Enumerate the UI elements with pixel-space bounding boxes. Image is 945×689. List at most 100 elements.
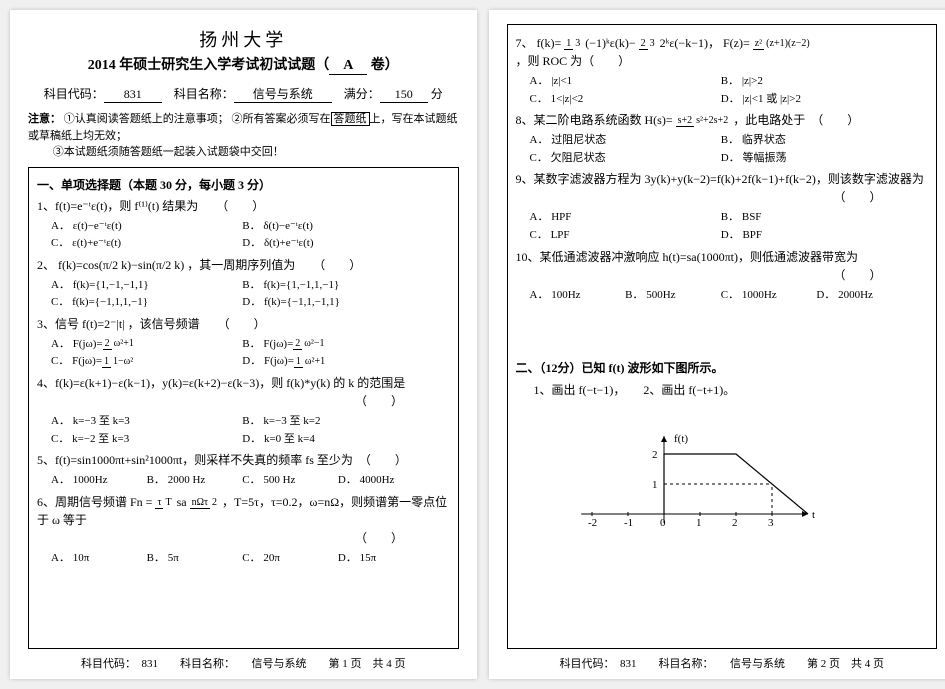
score-label: 满分： <box>344 87 380 101</box>
q3d-l: D． F(jω)= <box>242 355 294 367</box>
q7-f3d: (z+1)(z−2) <box>764 38 811 49</box>
q7-f3n: z² <box>753 38 764 50</box>
q7-f1d: 3 <box>573 38 582 49</box>
q3-text: 3、信号 f(t)=2⁻|t| ，该信号频谱 <box>37 317 200 331</box>
q6: 6、周期信号频谱 Fn = τT sa nΩτ2 ，T=5τ，τ=0.2，ω=n… <box>37 493 450 547</box>
q9-b: B． BSF <box>721 209 912 227</box>
q3-b: B． F(jω)=2ω²−1 <box>242 336 433 354</box>
code-label: 科目代码： <box>44 87 104 101</box>
q6-frac2-n: nΩτ <box>190 497 210 509</box>
footer-1: 科目代码： 831 科目名称： 信号与系统 第 1 页 共 4 页 <box>28 649 459 671</box>
graph-container: 12-2-10123f(t)t <box>576 404 929 548</box>
q7-p4: ，则 ROC 为（ ） <box>516 54 631 68</box>
q10-b: B． 500Hz <box>625 287 721 305</box>
q3-c: C． F(jω)=11−ω² <box>51 353 242 371</box>
exam-title-suffix: 卷） <box>367 58 399 73</box>
svg-text:f(t): f(t) <box>674 433 688 445</box>
q7-c: C． 1<|z|<2 <box>530 91 721 109</box>
q7-d: D． |z|<1 或 |z|>2 <box>721 91 912 109</box>
q10-text: 10、某低通滤波器冲激响应 h(t)=sa(1000πt)，则低通滤波器带宽为 <box>516 250 858 264</box>
page-1: 扬州大学 2014 年硕士研究生入学考试初试试题（A 卷） 科目代码：831 科… <box>10 10 477 679</box>
notice: 注意： ①认真阅读答题纸上的注意事项； ②所有答案必须写在答题纸上，写在本试题纸… <box>28 111 459 161</box>
content-box-1: 一、单项选择题（本题 30 分，每小题 3 分） 1、f(t)=e⁻ᵗε(t)，… <box>28 167 459 650</box>
q3d-num: 1 <box>294 356 303 368</box>
waveform-graph: 12-2-10123f(t)t <box>576 404 836 544</box>
score-value: 150 <box>380 87 428 103</box>
name-label: 科目名称： <box>174 87 234 101</box>
q4: 4、f(k)=ε(k+1)−ε(k−1)，y(k)=ε(k+2)−ε(k−3)，… <box>37 374 450 410</box>
svg-text:2: 2 <box>652 449 658 461</box>
q7-p2: (−1)ᵏε(k)− <box>585 36 635 50</box>
svg-text:-1: -1 <box>624 517 633 529</box>
note-2: ②所有答案必须写在 <box>232 113 331 125</box>
q8-fn: s+2 <box>676 115 695 127</box>
q3d-den: ω²+1 <box>303 356 327 367</box>
q3b-den: ω²−1 <box>302 338 326 349</box>
q7-opts: A． |z|<1 B． |z|>2 C． 1<|z|<2 D． |z|<1 或 … <box>530 73 929 108</box>
q7-b: B． |z|>2 <box>721 73 912 91</box>
q7-p3: 2ᵏε(−k−1)， F(z)= <box>660 36 750 50</box>
q1-c: C． ε(t)+e⁻ᵗε(t) <box>51 235 242 253</box>
q3b-l: B． F(jω)= <box>242 338 293 350</box>
exam-title: 2014 年硕士研究生入学考试初试试题（A 卷） <box>28 54 459 75</box>
q5-b: B． 2000 Hz <box>147 472 243 490</box>
page-2: 7、 f(k)= 1 3 (−1)ᵏε(k)− 2 3 2ᵏε(−k−1)， F(z… <box>489 10 945 679</box>
q8: 8、某二阶电路系统函数 H(s)= s+2s²+2s+2 ，此电路处于 （ ） <box>516 111 929 129</box>
q2-text: 2、 f(k)=cos(π/2 k)−sin(π/2 k) ，其一周期序列值为 <box>37 258 295 272</box>
q9-c: C． LPF <box>530 227 721 245</box>
q4-c: C． k=−2 至 k=3 <box>51 431 242 449</box>
q7-f2d: 3 <box>648 38 657 49</box>
q6-c: C． 20π <box>242 550 338 568</box>
q5-c: C． 500 Hz <box>242 472 338 490</box>
score-unit: 分 <box>431 87 443 101</box>
sec2-2: 2、画出 f(−t+1)。 <box>643 383 735 397</box>
q8-b: B． 临界状态 <box>721 132 912 150</box>
footer-2: 科目代码： 831 科目名称： 信号与系统 第 2 页 共 4 页 <box>507 649 938 671</box>
q4-d: D． k=0 至 k=4 <box>242 431 433 449</box>
q2-opts: A． f(k)={1,−1,−1,1} B． f(k)={1,−1,1,−1} … <box>51 277 450 312</box>
q8-p1: 8、某二阶电路系统函数 H(s)= <box>516 113 673 127</box>
q7-p1: 7、 f(k)= <box>516 36 562 50</box>
exam-volume: A <box>329 58 367 75</box>
q3-a: A． F(jω)=2ω²+1 <box>51 336 242 354</box>
name-value: 信号与系统 <box>234 85 332 103</box>
exam-sheet: 扬州大学 2014 年硕士研究生入学考试初试试题（A 卷） 科目代码：831 科… <box>10 10 945 679</box>
q3c-num: 1 <box>102 356 111 368</box>
q3c-l: C． F(jω)= <box>51 355 102 367</box>
q6-d: D． 15π <box>338 550 434 568</box>
svg-text:-2: -2 <box>588 517 597 529</box>
university-name: 扬州大学 <box>28 26 459 52</box>
q3a-den: ω²+1 <box>112 338 136 349</box>
svg-text:1: 1 <box>696 517 702 529</box>
q3c-den: 1−ω² <box>111 356 135 367</box>
q5-a: A． 1000Hz <box>51 472 147 490</box>
q3-opts: A． F(jω)=2ω²+1 B． F(jω)=2ω²−1 C． F(jω)=1… <box>51 336 450 371</box>
q6-frac1-d: T <box>163 497 173 508</box>
q8-c: C． 欠阻尼状态 <box>530 150 721 168</box>
content-box-2: 7、 f(k)= 1 3 (−1)ᵏε(k)− 2 3 2ᵏε(−k−1)， F(z… <box>507 24 938 649</box>
q8-fd: s²+2s+2 <box>694 115 730 126</box>
q3b-num: 2 <box>293 338 302 350</box>
q3: 3、信号 f(t)=2⁻|t| ，该信号频谱 （ ） <box>37 315 450 333</box>
q8-p2: ，此电路处于 <box>733 113 805 127</box>
sec2-1: 1、画出 f(−t−1)， <box>534 383 626 397</box>
section2-header: 二、（12分）已知 f(t) 波形如下图所示。 <box>516 359 929 377</box>
note-1: ①认真阅读答题纸上的注意事项； <box>64 113 229 125</box>
svg-text:0: 0 <box>660 517 666 529</box>
q5-text: 5、f(t)=sin1000πt+sin²1000πt，则采样不失真的频率 fs… <box>37 453 353 467</box>
q5-d: D． 4000Hz <box>338 472 434 490</box>
q1: 1、f(t)=e⁻ᵗε(t)，则 f⁽¹⁾(t) 结果为 （ ） <box>37 197 450 215</box>
svg-text:t: t <box>812 509 815 521</box>
code-value: 831 <box>104 87 162 103</box>
q4-opts: A． k=−3 至 k=3 B． k=−3 至 k=2 C． k=−2 至 k=… <box>51 413 450 448</box>
q2-c: C． f(k)={−1,1,1,−1} <box>51 294 242 312</box>
q1-text: 1、f(t)=e⁻ᵗε(t)，则 f⁽¹⁾(t) 结果为 <box>37 199 198 213</box>
q1-b: B． δ(t)−e⁻ᵗε(t) <box>242 218 433 236</box>
q2-b: B． f(k)={1,−1,1,−1} <box>242 277 433 295</box>
q6-text-a: 6、周期信号频谱 Fn = <box>37 495 152 509</box>
q1-opts: A． ε(t)−e⁻ᵗε(t) B． δ(t)−e⁻ᵗε(t) C． ε(t)+… <box>51 218 450 253</box>
q10: 10、某低通滤波器冲激响应 h(t)=sa(1000πt)，则低通滤波器带宽为 … <box>516 248 929 284</box>
q3-d: D． F(jω)=1ω²+1 <box>242 353 433 371</box>
q6-opts: A． 10π B． 5π C． 20π D． 15π <box>51 550 450 568</box>
note-4: ③本试题纸须随答题纸一起装入试题袋中交回！ <box>53 146 284 158</box>
